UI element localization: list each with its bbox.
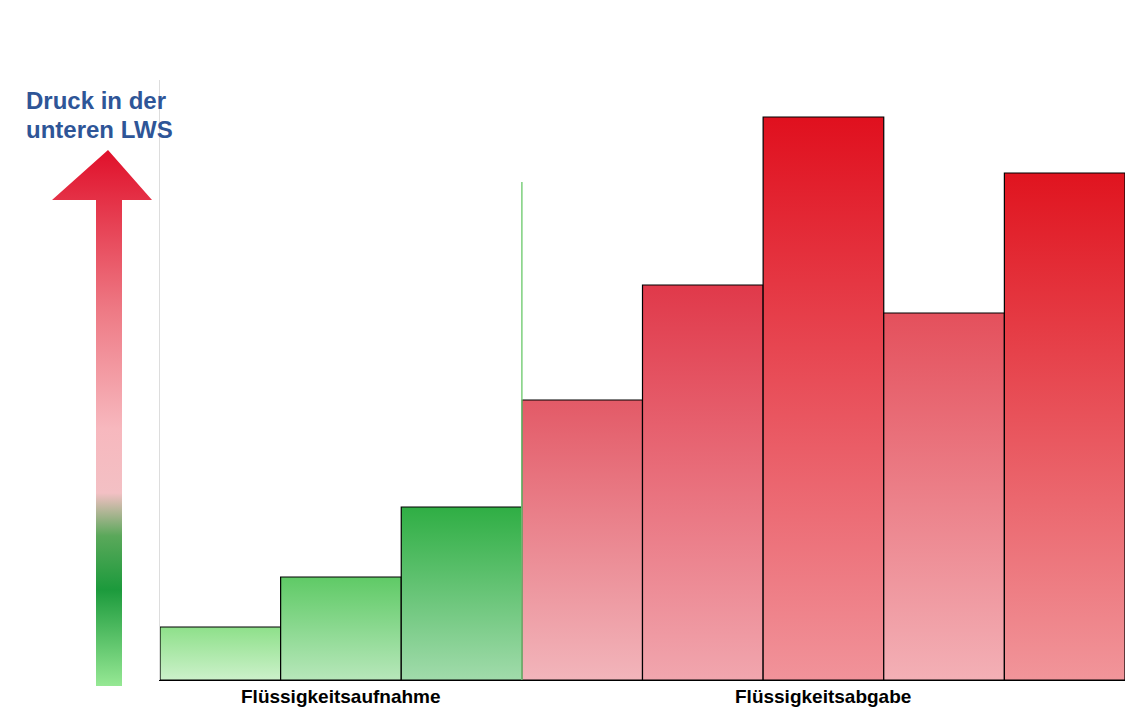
svg-text:Flüssigkeitsabgabe: Flüssigkeitsabgabe xyxy=(735,686,911,707)
html-text:Druck in der unteren LWS: Druck in der unteren LWS xyxy=(26,87,173,143)
svg-text:Flüssigkeitsaufnahme: Flüssigkeitsaufnahme xyxy=(241,686,441,707)
